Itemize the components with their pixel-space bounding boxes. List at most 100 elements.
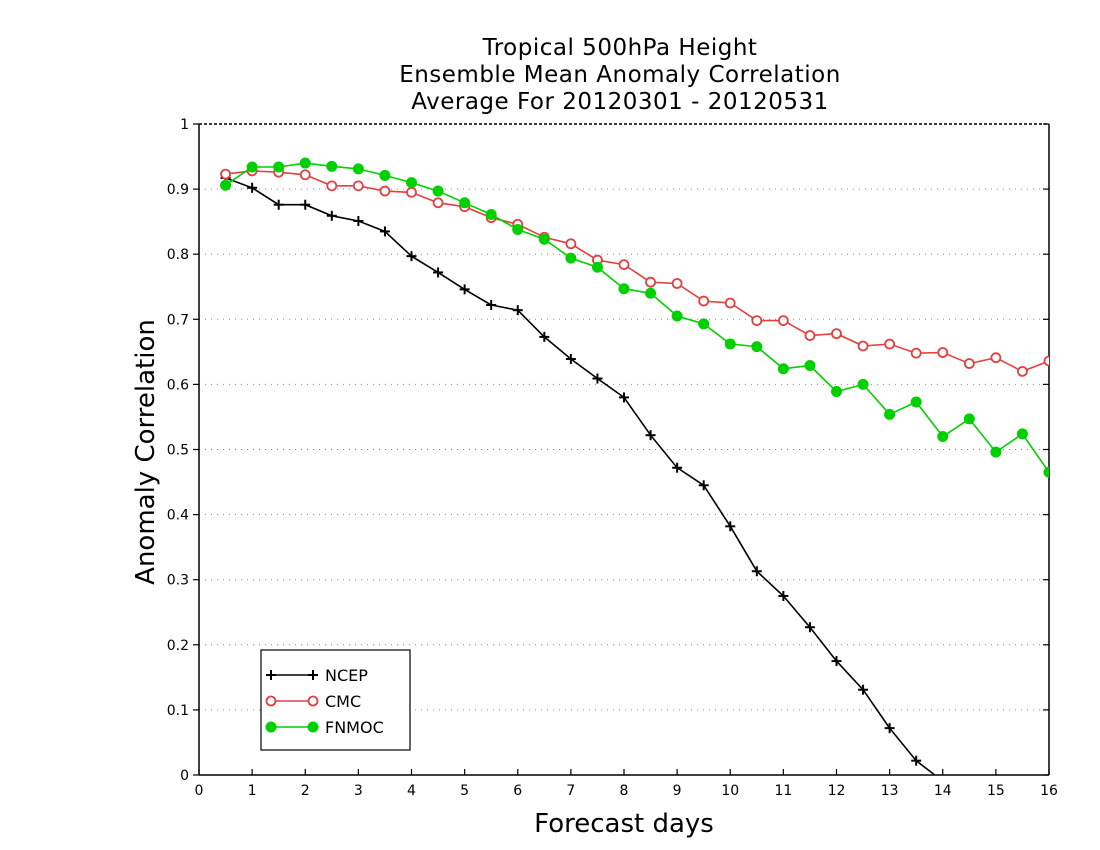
x-tick-label: 0 bbox=[195, 783, 204, 799]
data-point-fnmoc bbox=[777, 363, 789, 375]
data-point-cmc bbox=[884, 338, 896, 350]
data-point-cmc bbox=[645, 276, 656, 288]
data-point-fnmoc bbox=[937, 430, 949, 442]
data-point-ncep bbox=[645, 430, 656, 441]
data-point-fnmoc bbox=[618, 283, 630, 295]
data-point-fnmoc bbox=[512, 223, 524, 235]
series-line-ncep bbox=[225, 177, 936, 775]
data-point-ncep bbox=[565, 354, 576, 365]
legend-marker-cmc bbox=[265, 695, 277, 707]
data-point-cmc bbox=[220, 168, 231, 180]
data-point-fnmoc bbox=[591, 261, 603, 273]
data-point-ncep bbox=[725, 521, 736, 532]
data-point-ncep bbox=[247, 182, 258, 193]
data-point-fnmoc bbox=[352, 163, 364, 175]
data-point-cmc bbox=[379, 185, 391, 197]
x-tick-label: 15 bbox=[987, 783, 1005, 799]
chart-title-line-2: Ensemble Mean Anomaly Correlation bbox=[399, 62, 841, 88]
data-point-ncep bbox=[778, 590, 789, 601]
legend-marker-ncep bbox=[266, 670, 276, 680]
data-point-cmc bbox=[565, 238, 577, 250]
data-point-ncep bbox=[486, 299, 497, 310]
x-tick-label: 16 bbox=[1040, 783, 1058, 799]
y-tick-label: 0.5 bbox=[167, 443, 189, 459]
legend-marker-ncep bbox=[308, 670, 318, 680]
data-point-ncep bbox=[858, 684, 869, 695]
legend-marker-cmc bbox=[307, 695, 319, 707]
series-line-cmc bbox=[225, 170, 1049, 373]
data-point-cmc bbox=[804, 330, 816, 341]
x-axis-label: Forecast days bbox=[534, 809, 714, 839]
y-tick-label: 0.6 bbox=[167, 377, 189, 393]
x-tick-label: 14 bbox=[934, 783, 952, 799]
data-point-fnmoc bbox=[379, 169, 391, 181]
data-point-ncep bbox=[698, 480, 709, 491]
x-tick-label: 2 bbox=[301, 783, 310, 799]
data-point-ncep bbox=[804, 622, 815, 633]
chart-title-line-3: Average For 20120301 - 20120531 bbox=[411, 89, 829, 115]
data-point-cmc bbox=[963, 358, 975, 369]
data-point-cmc bbox=[990, 352, 1002, 364]
data-point-fnmoc bbox=[220, 179, 232, 191]
x-tick-label: 7 bbox=[566, 783, 575, 799]
data-point-fnmoc bbox=[406, 177, 417, 189]
data-point-fnmoc bbox=[857, 378, 869, 390]
data-point-fnmoc bbox=[246, 161, 258, 173]
legend-box bbox=[260, 649, 411, 751]
data-point-ncep bbox=[353, 215, 364, 226]
data-point-cmc bbox=[326, 180, 338, 192]
x-tick-label: 3 bbox=[354, 783, 363, 799]
data-point-cmc bbox=[698, 295, 710, 307]
x-tick-label: 4 bbox=[407, 783, 416, 799]
data-point-ncep bbox=[751, 566, 762, 577]
y-tick-label: 0.3 bbox=[167, 573, 189, 589]
data-point-fnmoc bbox=[1043, 466, 1049, 478]
data-point-ncep bbox=[672, 462, 683, 473]
data-point-ncep bbox=[379, 226, 390, 237]
legend-label-ncep: NCEP bbox=[325, 666, 368, 685]
x-tick-label: 9 bbox=[673, 783, 682, 799]
data-point-fnmoc bbox=[565, 252, 577, 264]
data-point-cmc bbox=[910, 347, 922, 359]
data-point-fnmoc bbox=[831, 386, 842, 398]
x-tick-label: 13 bbox=[881, 783, 899, 799]
data-point-fnmoc bbox=[671, 310, 683, 322]
data-point-cmc bbox=[432, 197, 444, 209]
data-point-fnmoc bbox=[432, 185, 444, 197]
data-point-fnmoc bbox=[273, 161, 285, 173]
data-point-cmc bbox=[352, 180, 364, 192]
data-point-fnmoc bbox=[963, 413, 975, 425]
data-point-cmc bbox=[618, 259, 630, 271]
data-point-fnmoc bbox=[538, 233, 550, 245]
data-point-ncep bbox=[831, 656, 842, 667]
data-point-fnmoc bbox=[698, 318, 710, 330]
y-tick-label: 0.9 bbox=[167, 182, 189, 198]
y-tick-label: 1 bbox=[180, 117, 189, 133]
data-point-ncep bbox=[592, 373, 603, 384]
data-point-fnmoc bbox=[1016, 428, 1028, 440]
data-point-cmc bbox=[751, 315, 763, 327]
data-point-fnmoc bbox=[910, 396, 922, 408]
y-tick-label: 0.2 bbox=[167, 638, 189, 654]
x-tick-label: 10 bbox=[721, 783, 739, 799]
data-point-fnmoc bbox=[884, 408, 896, 420]
data-point-ncep bbox=[911, 755, 922, 766]
data-point-ncep bbox=[884, 723, 895, 734]
data-point-ncep bbox=[406, 251, 417, 262]
chart-title-line-1: Tropical 500hPa Height bbox=[482, 35, 758, 61]
data-point-cmc bbox=[937, 347, 949, 358]
legend-marker-fnmoc bbox=[265, 721, 277, 733]
data-point-cmc bbox=[831, 328, 842, 340]
data-point-cmc bbox=[299, 169, 311, 181]
data-point-fnmoc bbox=[459, 197, 471, 209]
data-point-cmc bbox=[724, 297, 736, 309]
data-point-fnmoc bbox=[485, 208, 497, 220]
x-tick-label: 8 bbox=[620, 783, 629, 799]
y-axis-label: Anomaly Correlation bbox=[131, 319, 161, 585]
x-tick-label: 11 bbox=[774, 783, 792, 799]
data-point-ncep bbox=[459, 284, 470, 295]
x-tick-label: 5 bbox=[460, 783, 469, 799]
data-point-fnmoc bbox=[804, 360, 816, 372]
x-tick-label: 1 bbox=[248, 783, 257, 799]
